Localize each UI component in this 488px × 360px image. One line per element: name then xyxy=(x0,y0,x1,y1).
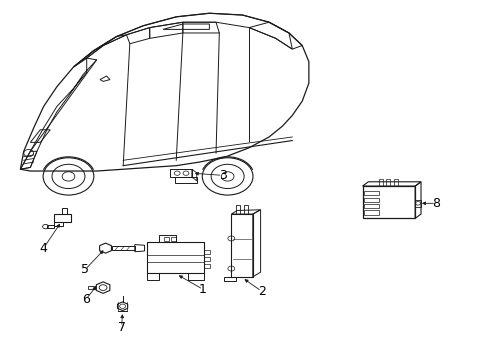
Text: 8: 8 xyxy=(431,197,439,210)
Text: 1: 1 xyxy=(199,283,206,296)
Text: 3: 3 xyxy=(218,169,226,182)
Text: 4: 4 xyxy=(40,242,47,255)
Text: 2: 2 xyxy=(257,285,265,298)
Text: 6: 6 xyxy=(82,293,90,306)
Text: 5: 5 xyxy=(81,263,89,276)
Text: 7: 7 xyxy=(118,320,125,333)
